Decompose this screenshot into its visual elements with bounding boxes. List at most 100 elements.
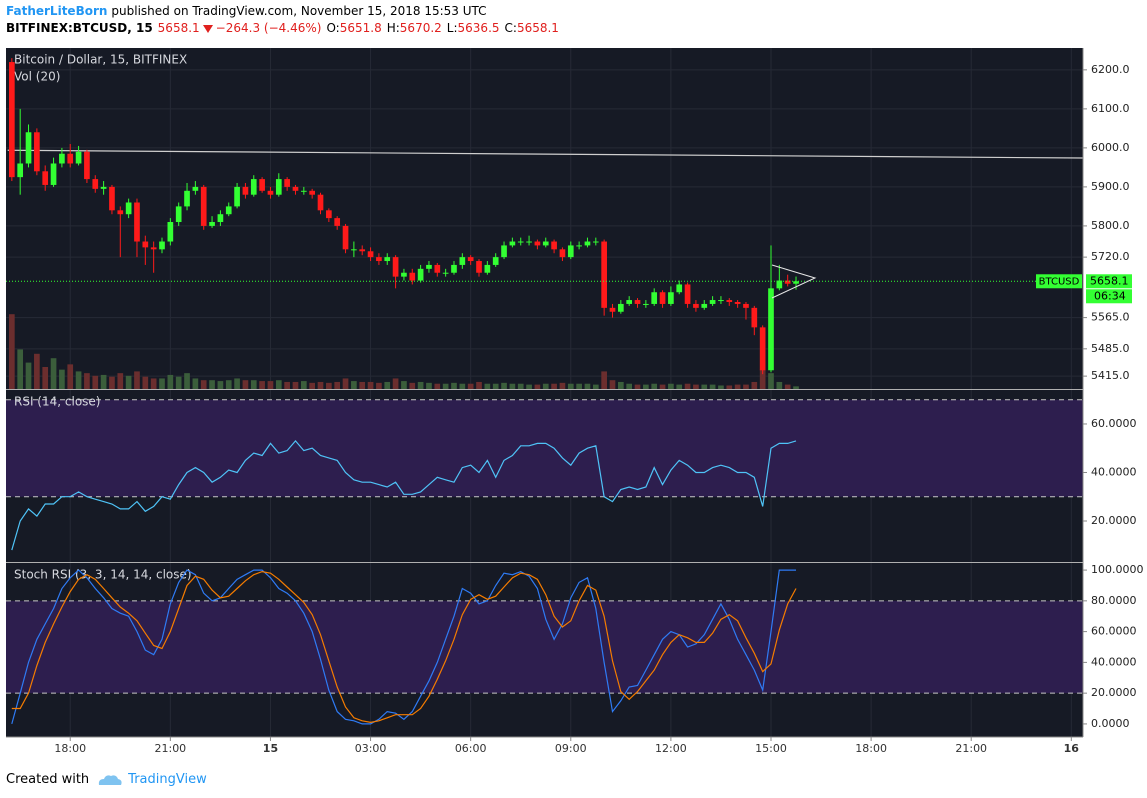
volume-bar <box>576 383 582 389</box>
candle-body <box>734 301 741 304</box>
price-label-box <box>1086 274 1132 289</box>
volume-bar <box>517 383 524 389</box>
volume-bar <box>225 380 232 389</box>
footer: Created with TradingView <box>6 772 207 787</box>
volume-bar <box>693 384 699 389</box>
candle-body <box>25 132 32 164</box>
ohlc-value: 5651.8 <box>339 21 382 35</box>
volume-bar <box>718 385 724 389</box>
candle-body <box>42 171 49 185</box>
author[interactable]: FatherLiteBorn <box>6 4 108 18</box>
candle-body <box>793 281 799 284</box>
indicator-line <box>11 569 796 725</box>
volume-bar <box>351 381 357 389</box>
candle-body <box>759 327 766 371</box>
x-tick-label: 06:00 <box>455 742 487 755</box>
candle-body <box>117 210 124 215</box>
candle-body <box>59 153 65 164</box>
x-tick-label: 15 <box>263 742 278 755</box>
candle-body <box>234 186 240 207</box>
indicator-line <box>11 439 797 551</box>
candle-body <box>167 222 174 242</box>
volume-bar <box>592 384 599 389</box>
volume-bar <box>701 384 708 389</box>
panel-title: Bitcoin / Dollar, 15, BITFINEX <box>14 53 187 67</box>
volume-bar <box>451 382 457 389</box>
trend-line <box>7 149 1084 159</box>
volume-bar <box>167 374 174 389</box>
volume-bar <box>159 378 165 389</box>
volume-bar <box>267 381 274 389</box>
volume-bar <box>476 381 482 389</box>
candle-body <box>50 163 57 185</box>
volume-bar <box>109 376 115 389</box>
candle-body <box>559 249 566 258</box>
volume-bar <box>567 383 574 389</box>
chart-layer: Bitcoin / Dollar, 15, BITFINEX Vol (20) BT… <box>6 48 1084 737</box>
volume-bar <box>334 381 341 389</box>
logo[interactable] <box>97 773 123 787</box>
candle-body <box>451 264 457 273</box>
candle-body <box>517 241 524 243</box>
candle-body <box>501 245 507 258</box>
volume-bar <box>192 378 199 389</box>
volume-bar <box>25 362 32 389</box>
volume-bar <box>284 381 290 389</box>
volume-bar <box>776 381 783 389</box>
candle-body <box>309 190 316 195</box>
ohlc-value: 5670.2 <box>399 21 442 35</box>
candle-body <box>459 257 466 265</box>
ohlc-value: 5658.1 <box>516 21 559 35</box>
y-tick-label: 60.0000 <box>1091 625 1137 638</box>
candle-body <box>284 179 290 187</box>
candle-body <box>125 202 132 215</box>
volume-bar <box>317 381 324 389</box>
candle-body <box>426 264 432 269</box>
volume-bar <box>42 367 49 389</box>
candle-body <box>250 179 257 195</box>
price-label: 5658.1 <box>1090 274 1129 287</box>
candle-body <box>718 300 724 302</box>
brand[interactable]: TradingView <box>128 772 207 787</box>
x-tick-label: 03:00 <box>355 742 387 755</box>
volume-bar <box>634 384 641 389</box>
created-with: Created with <box>6 772 90 787</box>
candle-body <box>75 151 82 164</box>
candle-body <box>709 300 716 304</box>
countdown: 06:34 <box>1094 289 1126 302</box>
volume-bar <box>726 385 733 389</box>
volume-bar <box>401 381 407 389</box>
volume-bar <box>751 381 758 389</box>
volume-bar <box>759 369 766 389</box>
volume-bar <box>643 384 649 389</box>
volume-bar <box>743 384 749 389</box>
candle-body <box>643 303 649 305</box>
volume-bar <box>376 382 382 389</box>
candle-body <box>242 186 249 195</box>
candle-body <box>300 190 307 192</box>
candle-body <box>376 257 382 262</box>
volume-bar <box>492 383 499 389</box>
candle-body <box>367 251 374 258</box>
candle-body <box>175 206 182 223</box>
volume-bar <box>709 384 716 389</box>
volume-bar <box>359 381 366 389</box>
y-tick-label: 6000.0 <box>1091 141 1130 154</box>
volume-bar <box>459 383 466 389</box>
volume-bar <box>9 314 15 389</box>
candle-body <box>668 292 674 304</box>
candle-body <box>401 272 407 277</box>
candle-body <box>384 257 391 262</box>
y-tick-label: 100.0000 <box>1091 563 1144 576</box>
volume-bar <box>59 369 65 389</box>
volume-bar <box>300 381 307 389</box>
volume-bar <box>559 382 566 389</box>
volume-bar <box>125 375 132 389</box>
volume-bar <box>609 380 616 389</box>
candle-body <box>442 272 449 274</box>
candle-body <box>326 210 332 219</box>
y-tick-label: 20.0000 <box>1091 514 1137 527</box>
x-tick-label: 18:00 <box>855 742 887 755</box>
candle-body <box>592 241 599 243</box>
